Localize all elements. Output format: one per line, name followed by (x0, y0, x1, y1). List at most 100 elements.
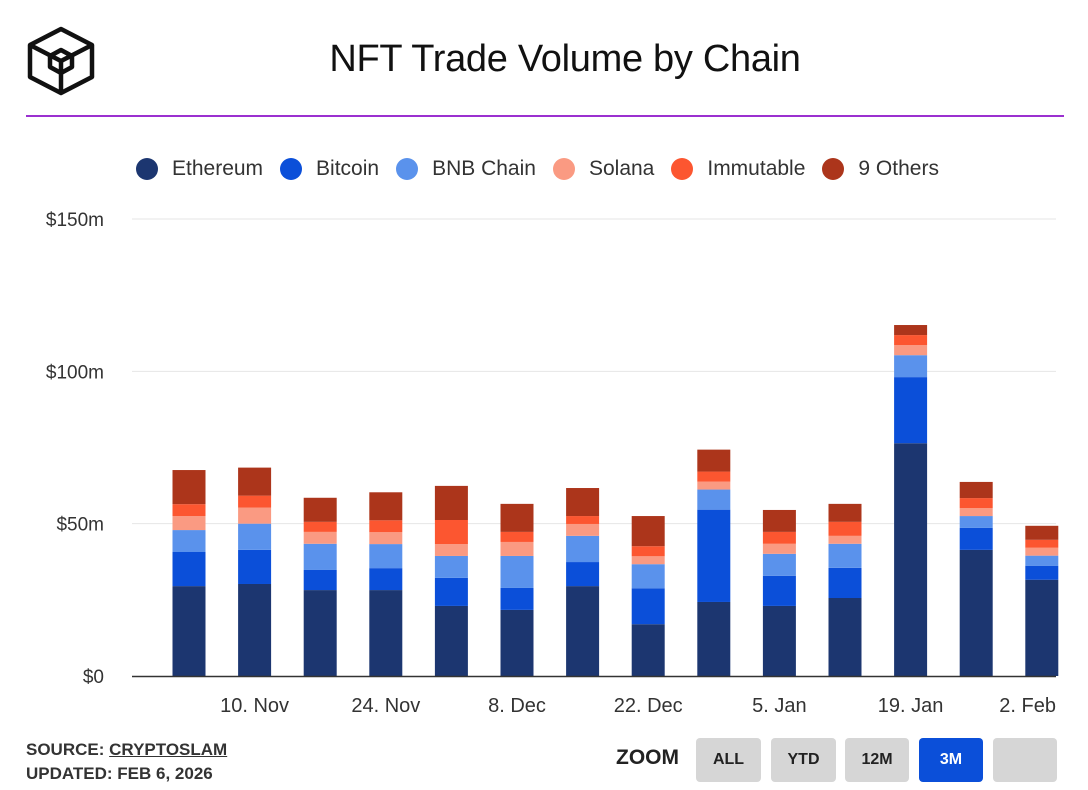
bar-segment-immutable[interactable] (894, 335, 928, 346)
bar-segment-bitcoin[interactable] (894, 377, 928, 444)
bar-segment-bnb-chain[interactable] (697, 489, 731, 510)
legend-marker-9-others (822, 158, 845, 180)
bar-segment-ethereum[interactable] (303, 590, 337, 676)
bar-segment-bitcoin[interactable] (172, 552, 206, 587)
zoom-12m-button[interactable]: 12M (845, 738, 909, 782)
bar-segment-solana[interactable] (238, 507, 272, 524)
bar-segment-bitcoin[interactable] (828, 567, 862, 599)
bar-segment-9-others[interactable] (1025, 525, 1059, 540)
bar-segment-bnb-chain[interactable] (631, 564, 665, 589)
bar-segment-solana[interactable] (762, 543, 796, 554)
bar-segment-bnb-chain[interactable] (894, 355, 928, 378)
bar-segment-immutable[interactable] (1025, 539, 1059, 548)
bar-segment-ethereum[interactable] (959, 549, 993, 676)
bar-segment-bnb-chain[interactable] (828, 543, 862, 568)
legend-item-9-others[interactable]: 9 Others (822, 157, 939, 181)
bar-segment-bnb-chain[interactable] (959, 516, 993, 528)
bar-segment-bnb-chain[interactable] (566, 535, 600, 563)
bar-segment-bitcoin[interactable] (631, 588, 665, 625)
bar-segment-solana[interactable] (828, 535, 862, 544)
bar-segment-bnb-chain[interactable] (369, 544, 403, 569)
bar-segment-solana[interactable] (434, 544, 468, 556)
bar-segment-ethereum[interactable] (762, 605, 796, 676)
bar-segment-bnb-chain[interactable] (500, 555, 534, 588)
bar-segment-9-others[interactable] (697, 449, 731, 472)
bar-segment-bitcoin[interactable] (500, 587, 534, 610)
bar-segment-bnb-chain[interactable] (1025, 555, 1059, 566)
zoom-extra-button[interactable] (993, 738, 1057, 782)
bar-segment-9-others[interactable] (566, 488, 600, 517)
bar-segment-bitcoin[interactable] (959, 527, 993, 550)
bar-segment-solana[interactable] (369, 532, 403, 545)
bar-segment-bnb-chain[interactable] (238, 523, 272, 550)
bar-segment-ethereum[interactable] (369, 590, 403, 676)
bar-segment-9-others[interactable] (959, 481, 993, 499)
bar-segment-bitcoin[interactable] (369, 568, 403, 591)
bar-segment-bnb-chain[interactable] (434, 555, 468, 578)
bar-segment-bnb-chain[interactable] (172, 530, 206, 553)
bar-segment-immutable[interactable] (172, 504, 206, 517)
bar-segment-immutable[interactable] (238, 495, 272, 508)
bar-segment-ethereum[interactable] (631, 624, 665, 676)
bar-segment-ethereum[interactable] (172, 586, 206, 676)
bar-segment-ethereum[interactable] (828, 598, 862, 676)
bar-segment-solana[interactable] (1025, 547, 1059, 556)
bar-segment-ethereum[interactable] (500, 609, 534, 676)
bar-segment-9-others[interactable] (303, 497, 337, 522)
bar-segment-immutable[interactable] (369, 520, 403, 533)
bar-segment-9-others[interactable] (828, 503, 862, 522)
title-divider (26, 115, 1064, 117)
bar-segment-9-others[interactable] (369, 492, 403, 521)
bar-segment-9-others[interactable] (434, 485, 468, 521)
bar-segment-bitcoin[interactable] (303, 569, 337, 591)
bar-segment-9-others[interactable] (631, 516, 665, 547)
zoom-3m-button[interactable]: 3M (919, 738, 983, 782)
bar-segment-solana[interactable] (172, 516, 206, 531)
bar-segment-ethereum[interactable] (1025, 579, 1059, 676)
bar-segment-solana[interactable] (566, 523, 600, 536)
zoom-all-button[interactable]: ALL (696, 738, 761, 782)
bar-segment-immutable[interactable] (697, 471, 731, 482)
zoom-ytd-button[interactable]: YTD (771, 738, 836, 782)
legend-item-bitcoin[interactable]: Bitcoin (280, 157, 379, 181)
bar-segment-bitcoin[interactable] (566, 562, 600, 587)
y-tick-label: $100m (46, 362, 104, 383)
bar-segment-immutable[interactable] (500, 531, 534, 542)
bar-segment-ethereum[interactable] (566, 586, 600, 676)
bar-segment-solana[interactable] (500, 541, 534, 556)
bar-segment-solana[interactable] (894, 345, 928, 356)
bar-segment-9-others[interactable] (894, 325, 928, 336)
bar-segment-solana[interactable] (631, 556, 665, 565)
bar-segment-solana[interactable] (303, 531, 337, 544)
legend-item-ethereum[interactable]: Ethereum (136, 157, 263, 181)
bar-segment-ethereum[interactable] (697, 601, 731, 676)
bar-segment-bitcoin[interactable] (1025, 565, 1059, 580)
bar-segment-bitcoin[interactable] (238, 549, 272, 584)
bar-segment-immutable[interactable] (959, 498, 993, 509)
legend-item-solana[interactable]: Solana (552, 157, 654, 181)
bar-segment-immutable[interactable] (566, 516, 600, 524)
bar-segment-ethereum[interactable] (894, 443, 928, 676)
bar-segment-immutable[interactable] (828, 521, 862, 536)
bar-segment-bitcoin[interactable] (434, 577, 468, 606)
source-link[interactable]: CRYPTOSLAM (109, 740, 228, 759)
bar-segment-solana[interactable] (959, 508, 993, 517)
bar-segment-bnb-chain[interactable] (303, 543, 337, 570)
bar-segment-9-others[interactable] (238, 467, 272, 496)
bar-segment-immutable[interactable] (303, 521, 337, 532)
legend-item-bnb-chain[interactable]: BNB Chain (396, 157, 536, 181)
legend-item-immutable[interactable]: Immutable (671, 157, 805, 181)
bar-segment-immutable[interactable] (434, 520, 468, 545)
bar-segment-ethereum[interactable] (434, 605, 468, 676)
bar-segment-9-others[interactable] (172, 470, 206, 505)
bar-segment-immutable[interactable] (631, 546, 665, 557)
bar-segment-bnb-chain[interactable] (762, 553, 796, 576)
bar-segment-9-others[interactable] (500, 503, 534, 532)
bar-segment-immutable[interactable] (762, 531, 796, 544)
bar-segment-solana[interactable] (697, 481, 731, 490)
bar-segment-bitcoin[interactable] (697, 509, 731, 602)
bar-segment-bitcoin[interactable] (762, 575, 796, 606)
legend-label-9-others: 9 Others (858, 157, 939, 180)
bar-segment-ethereum[interactable] (238, 583, 272, 676)
bar-segment-9-others[interactable] (762, 509, 796, 532)
